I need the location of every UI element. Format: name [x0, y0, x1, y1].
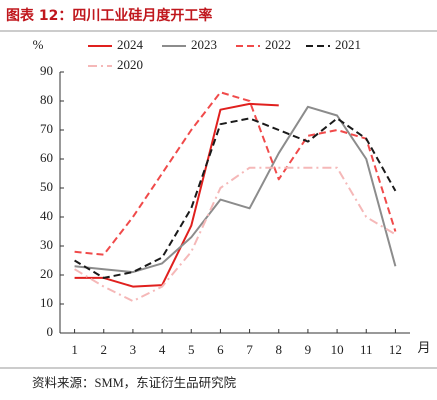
- y-tick-label: 50: [40, 179, 53, 194]
- x-tick-label: 8: [276, 342, 283, 357]
- x-tick-label: 11: [360, 342, 373, 357]
- x-tick-label: 2: [101, 342, 108, 357]
- x-tick-label: 1: [71, 342, 78, 357]
- y-axis-label: %: [33, 37, 44, 52]
- source: 资料来源：SMM，东证衍生品研究院: [32, 375, 237, 390]
- y-tick-label: 40: [40, 208, 53, 223]
- legend-label: 2020: [117, 57, 143, 72]
- series-line: [74, 105, 397, 274]
- series-line: [74, 117, 397, 279]
- title: 图表 12：四川工业硅月度开工率: [6, 7, 212, 24]
- y-tick-label: 0: [47, 324, 54, 339]
- y-tick-label: 80: [40, 92, 53, 107]
- series-line: [74, 166, 396, 303]
- legend-label: 2023: [191, 37, 217, 52]
- x-tick-label: 12: [389, 342, 402, 357]
- legend-label: 2022: [265, 37, 291, 52]
- series-line: [74, 91, 397, 256]
- y-tick-label: 30: [40, 237, 53, 252]
- y-tick-label: 20: [40, 266, 53, 281]
- x-tick-label: 7: [246, 342, 253, 357]
- y-tick-label: 10: [40, 295, 53, 310]
- legend-label: 2024: [117, 37, 144, 52]
- x-tick-label: 6: [217, 342, 224, 357]
- y-tick-label: 70: [40, 121, 53, 136]
- x-tick-label: 9: [305, 342, 312, 357]
- x-tick-label: 10: [331, 342, 344, 357]
- x-tick-label: 4: [159, 342, 166, 357]
- y-tick-label: 60: [40, 150, 53, 165]
- series-line: [74, 102, 279, 288]
- y-tick-label: 90: [40, 63, 53, 78]
- x-tick-label: 3: [130, 342, 137, 357]
- x-tick-label: 5: [188, 342, 195, 357]
- x-axis-label: 月: [417, 340, 430, 355]
- legend-label: 2021: [335, 37, 361, 52]
